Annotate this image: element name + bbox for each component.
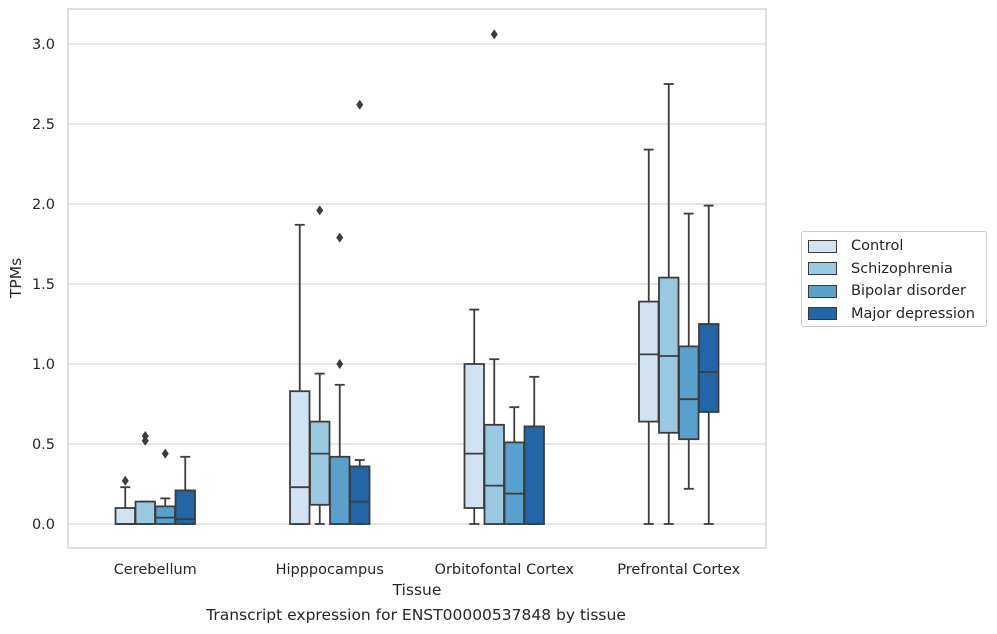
box-rect <box>678 345 700 441</box>
legend-item: Bipolar disorder <box>802 280 986 303</box>
outlier-marker <box>336 359 344 369</box>
y-tick-label: 0.0 <box>32 517 55 533</box>
outlier-marker <box>161 448 169 459</box>
box-group <box>309 205 331 525</box>
legend: Control Schizophrenia Bipolar disorder Majo… <box>801 231 987 327</box>
box-group <box>463 308 485 525</box>
box-rect <box>154 505 176 525</box>
y-gridlines <box>68 43 766 525</box>
box-group <box>114 475 136 525</box>
box-group <box>638 148 660 525</box>
box-rect <box>349 465 371 525</box>
y-axis-label: TPMs <box>7 258 25 299</box>
legend-swatch <box>808 262 837 276</box>
box-rect <box>289 390 311 525</box>
box-rect <box>698 323 720 413</box>
legend-label: Bipolar disorder <box>851 283 966 300</box>
legend-item: Control <box>802 235 986 258</box>
outlier-marker <box>490 29 498 40</box>
y-tick-label: 2.5 <box>32 117 55 133</box>
legend-label: Control <box>851 238 904 255</box>
box-rect <box>638 300 660 423</box>
box-rect <box>503 441 525 525</box>
box-group <box>658 83 680 525</box>
outlier-marker <box>121 475 129 486</box>
box-group <box>483 29 505 525</box>
y-tick-label: 2.0 <box>32 197 55 213</box>
y-tick-labels: 0.0 0.5 1.0 1.5 2.0 2.5 3.0 <box>32 37 55 533</box>
y-tick-label: 1.0 <box>32 357 55 373</box>
y-tick-label: 1.5 <box>32 277 55 293</box>
box-group <box>503 406 525 525</box>
box-rect <box>114 507 136 525</box>
box-group <box>134 431 156 525</box>
legend-label: Schizophrenia <box>851 260 953 277</box>
y-tick-label: 3.0 <box>32 37 55 53</box>
outlier-marker <box>356 99 364 110</box>
outlier-marker <box>141 431 149 441</box>
box-rect <box>174 489 196 525</box>
x-tick-label: Prefrontal Cortex <box>617 562 740 578</box>
box-group <box>289 223 311 525</box>
x-tick-label: Orbitofontal Cortex <box>435 562 575 578</box>
plot-area-frame <box>67 8 767 549</box>
legend-swatch <box>808 284 837 298</box>
box-rect <box>134 500 156 525</box>
legend-item: Schizophrenia <box>802 258 986 281</box>
outlier-marker <box>336 232 344 243</box>
x-tick-label: Hipppocampus <box>276 562 384 578</box>
box-rect <box>483 423 505 525</box>
box-group <box>523 375 545 525</box>
box-group <box>329 232 351 525</box>
x-tick-label: Cerebellum <box>114 562 197 578</box>
chart-caption: Transcript expression for ENST0000053784… <box>206 606 626 624</box>
legend-swatch <box>808 307 837 321</box>
box-rect <box>463 363 485 509</box>
box-group <box>154 448 176 525</box>
y-tick-label: 0.5 <box>32 437 55 453</box>
box-group <box>678 212 700 490</box>
x-tick-labels: Cerebellum Hipppocampus Orbitofontal Corte… <box>114 562 741 578</box>
legend-item: Major depression <box>802 303 986 326</box>
box-group <box>174 455 196 525</box>
box-group <box>698 204 720 525</box>
box-rect <box>523 425 545 525</box>
box-rect <box>329 455 351 525</box>
boxes-layer <box>114 29 720 525</box>
x-axis-label: Tissue <box>392 581 442 599</box>
box-rect <box>309 420 331 506</box>
legend-swatch <box>808 239 837 253</box>
legend-label: Major depression <box>851 305 975 322</box>
outlier-marker <box>316 205 324 216</box>
box-group <box>349 99 371 525</box>
